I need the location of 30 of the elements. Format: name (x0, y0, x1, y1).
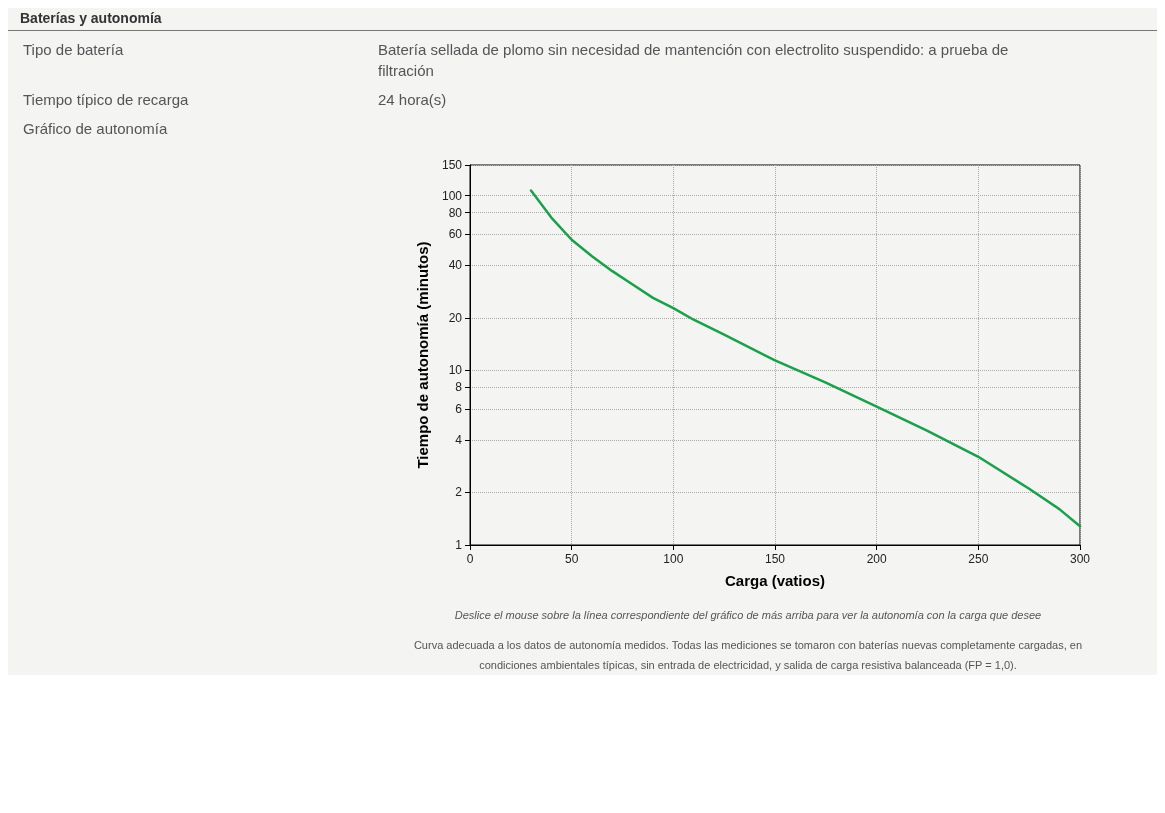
x-tick-label: 200 (866, 552, 887, 566)
y-tick-label: 40 (448, 258, 463, 273)
x-tick-label: 50 (564, 552, 579, 566)
text: 24 hora(s) (378, 90, 448, 110)
text: Tipo de batería (22, 40, 125, 60)
y-tick-label: 8 (455, 380, 463, 395)
text: Batería sellada de plomo sin necesidad de mantención con electrolito suspendido: a prueba de filtración (378, 40, 1010, 81)
y-tick-label: 10 (448, 363, 463, 378)
text: Gráfico de autonomía (22, 119, 169, 139)
y-tick-label: 100 (441, 188, 463, 203)
x-tick-label: 0 (466, 552, 474, 566)
y-tick-label: 80 (448, 205, 463, 220)
text: Deslice el mouse sobre la línea correspondiente del gráfico de más arriba para ver la autonomía con la carga que desee (453, 608, 1043, 623)
x-tick-label: 150 (764, 552, 786, 566)
y-tick-label: 1 (455, 538, 463, 552)
y-tick-label: 2 (455, 485, 463, 500)
x-tick-label: 300 (1069, 552, 1091, 566)
text: Baterías y autonomía (8, 8, 1157, 31)
y-axis-title: Tiempo de autonomía (minutos) (414, 241, 431, 469)
line-series (529, 189, 1082, 528)
text: Tiempo típico de recarga (22, 90, 190, 110)
y-tick-label: 6 (455, 402, 463, 417)
y-tick-label: 60 (448, 227, 463, 242)
y-tick-label: 20 (448, 310, 463, 325)
text: Curva adecuada a los datos de autonomía medidos. Todas las mediciones se tomaron con baterías nuevas completamente cargadas, en condiciones ambientales típicas, sin entrada de electricidad, y salida de carga resistiva balanceada (FP = 1,0). (412, 638, 1084, 673)
x-axis-title: Carga (vatios) (724, 572, 826, 589)
y-tick-label: 150 (441, 158, 463, 172)
y-tick-label: 4 (455, 432, 463, 447)
x-tick-label: 100 (663, 552, 684, 566)
x-tick-label: 250 (968, 552, 989, 566)
